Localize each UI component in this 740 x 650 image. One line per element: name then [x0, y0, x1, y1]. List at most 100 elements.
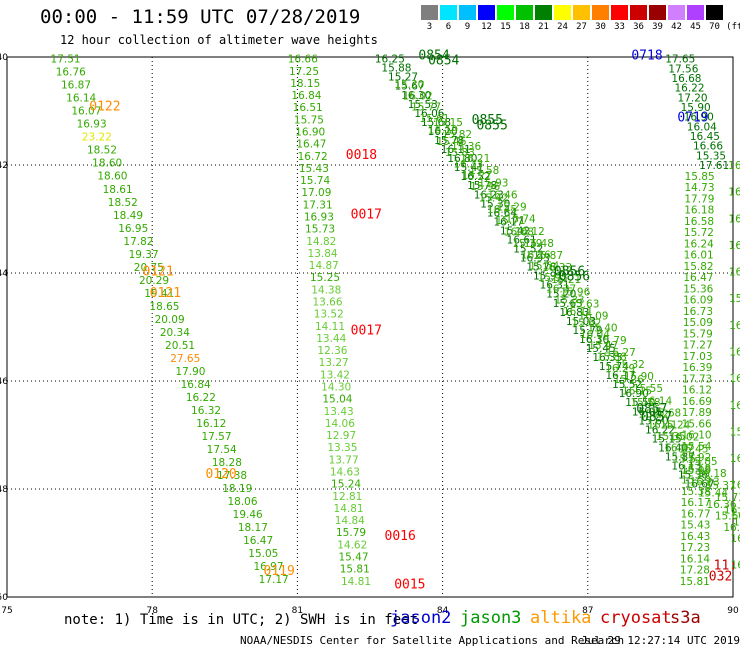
- swh-value: 15.32: [615, 359, 645, 371]
- swh-value: 16.45: [690, 131, 720, 143]
- pass-time-label: 0120: [205, 467, 236, 482]
- swh-value: 16.77: [681, 508, 711, 520]
- pass-time-label: 11:: [714, 559, 737, 574]
- swh-value: 17.28: [680, 565, 710, 577]
- scale-swatch: [706, 5, 723, 20]
- swh-value: 16.80: [447, 153, 477, 165]
- legend-cryosat: cryosat: [600, 608, 672, 628]
- swh-value: 16: [730, 480, 740, 492]
- swh-value: 16.18: [681, 463, 711, 475]
- swh-value: 16.12: [196, 418, 226, 430]
- swh-value: 16: [730, 400, 740, 412]
- swh-value: 16.93: [520, 253, 550, 265]
- swh-value: 14.11: [315, 321, 345, 333]
- map-title: 00:00 - 11:59 UTC 07/28/2019: [40, 6, 361, 28]
- swh-value: 16.76: [56, 67, 86, 79]
- swh-value: 20.29: [139, 275, 169, 287]
- swh-value: 16.39: [682, 362, 712, 374]
- swh-value: 15.43: [680, 520, 710, 532]
- swh-value: 20.34: [160, 327, 190, 339]
- swh-value: 16.22: [645, 424, 675, 436]
- swh-value: 20.09: [155, 314, 185, 326]
- swh-value: 14.73: [684, 182, 714, 194]
- legend-jason3: jason3: [460, 608, 522, 628]
- swh-value: 15.79: [683, 328, 713, 340]
- swh-value: 15.36: [683, 283, 713, 295]
- swh-value: 15.95: [538, 272, 568, 284]
- swh-value: 15.20: [546, 289, 576, 301]
- lat-tick-label: -50: [0, 593, 8, 603]
- scale-label: 30: [595, 22, 606, 32]
- swh-value: 18.60: [97, 171, 127, 183]
- swh-value: 15.53: [408, 99, 438, 111]
- swh-value: 13.44: [316, 333, 346, 345]
- swh-value: 17.89: [682, 407, 712, 419]
- lon-tick-label: 81: [292, 606, 303, 616]
- swh-value: 15.75: [294, 114, 324, 126]
- scale-swatch: [611, 5, 628, 20]
- lat-tick-label: -46: [0, 377, 8, 387]
- swh-value: 15.42: [479, 193, 509, 205]
- swh-value: 13.77: [329, 454, 359, 466]
- scale-swatch: [497, 5, 514, 20]
- swh-value: 16.90: [684, 112, 714, 124]
- swh-value: 16.95: [118, 223, 148, 235]
- swh-value: 15.78: [467, 180, 497, 192]
- swh-value: 16.05: [632, 406, 662, 418]
- scale-swatch: [478, 5, 495, 20]
- swh-value: 16.22: [186, 392, 216, 404]
- swh-value: 15.88: [381, 63, 411, 75]
- scale-swatch: [668, 5, 685, 20]
- swh-value: 18.17: [238, 522, 268, 534]
- swh-value: 15.58: [630, 397, 660, 409]
- swh-value: 17.54: [207, 444, 237, 456]
- swh-value: 16.14: [680, 553, 710, 565]
- swh-value: 15.81: [340, 564, 370, 576]
- pass-time-label: 0018: [346, 148, 377, 163]
- swh-value: 15.90: [624, 371, 654, 383]
- swh-value: 14.30: [321, 382, 351, 394]
- scale-label: 9: [464, 22, 471, 32]
- swh-value: 16.72: [298, 151, 328, 163]
- swh-value: 15.60: [638, 415, 668, 427]
- scale-label: 21: [538, 22, 549, 32]
- pass-time-label: 0855: [472, 113, 503, 128]
- swh-value: 12.81: [332, 491, 362, 503]
- swh-value: 15.04: [322, 394, 352, 406]
- swh-value: 17.56: [668, 63, 698, 75]
- swh-value: 16.29: [605, 363, 635, 375]
- scale-unit: (ft): [726, 22, 740, 32]
- pass-time-label: 032: [709, 569, 732, 584]
- legend-jason2: jason2: [390, 608, 452, 628]
- swh-value: 18.15: [290, 78, 320, 90]
- swh-value: 14.38: [311, 284, 341, 296]
- swh-value: 16.07: [664, 442, 694, 454]
- swh-value: 15.85: [685, 171, 715, 183]
- swh-value: 15.43: [299, 163, 329, 175]
- swh-value: 16.33: [453, 158, 483, 170]
- swh-value: 15.87: [533, 250, 563, 262]
- swh-value: 17.82: [123, 236, 153, 248]
- swh-value: 15.81: [680, 576, 710, 588]
- swh-value: 15.58: [469, 165, 499, 177]
- map-subtitle: 12 hour collection of altimeter wave hei…: [60, 33, 378, 47]
- swh-value: 16.67: [685, 479, 715, 491]
- pass-time-label: 0121: [143, 264, 174, 279]
- swh-value: 15.47: [588, 340, 618, 352]
- swh-value: 16.07: [71, 106, 101, 118]
- lon-tick-label: 75: [1, 606, 12, 616]
- pass-time-label: 0719: [677, 110, 708, 125]
- swh-value: 15.15: [433, 117, 463, 129]
- swh-value: 18.60: [92, 158, 122, 170]
- pass-time-label: 0015: [394, 578, 425, 593]
- swh-value: 16.43: [680, 531, 710, 543]
- swh-value: 14.06: [325, 418, 355, 430]
- swh-value: 16.40: [658, 442, 688, 454]
- swh-value: 15.85: [688, 456, 718, 468]
- swh-value: 16.14: [642, 395, 672, 407]
- swh-value: 20.51: [165, 340, 195, 352]
- scale-label: 15: [500, 22, 511, 32]
- swh-value: 15.96: [470, 181, 500, 193]
- swh-value: 16.97: [253, 561, 283, 573]
